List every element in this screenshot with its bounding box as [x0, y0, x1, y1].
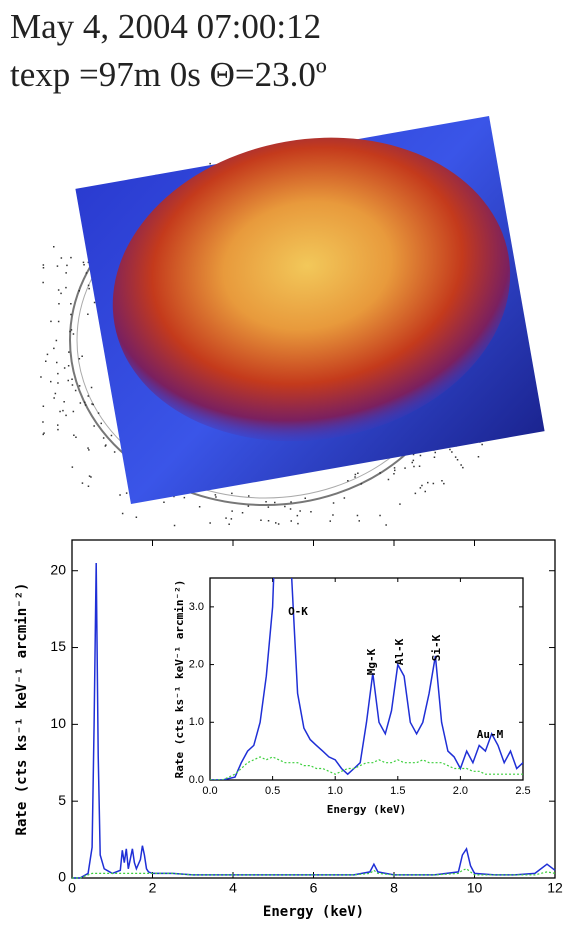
header-date: May 4, 2004 07:00:12 — [10, 7, 321, 46]
x-tick-label: 8 — [390, 880, 398, 896]
spectrum-line — [210, 578, 523, 780]
y-tick-label: 2.0 — [189, 658, 204, 670]
spectrum-line — [72, 562, 556, 879]
spectrum-line — [72, 868, 556, 879]
x-tick-label: 1.5 — [390, 785, 405, 797]
y-tick-label: 5 — [58, 792, 66, 808]
x-tick-label: 0.0 — [202, 785, 217, 797]
line-annotation: Mg-K — [365, 648, 378, 675]
hot-region — [112, 137, 511, 442]
x-tick-label: 2.5 — [515, 785, 530, 797]
y-axis-label: Rate (cts ks⁻¹ keV⁻¹ arcmin⁻²) — [14, 583, 30, 836]
spectrum-line — [210, 756, 523, 780]
x-axis-label: Energy (keV) — [263, 904, 364, 920]
y-tick-label: 1.0 — [189, 716, 204, 728]
x-tick-label: 2 — [149, 880, 157, 896]
line-annotation: Au-M — [477, 728, 504, 741]
x-tick-label: 2.0 — [453, 785, 468, 797]
y-tick-label: 0 — [58, 869, 66, 885]
x-tick-label: 4 — [229, 880, 237, 896]
plot-frame — [209, 577, 524, 781]
header-exposure: texp =97m 0s Θ=23.0º — [10, 55, 327, 94]
x-tick-label: 0.5 — [265, 785, 280, 797]
charts: 0 2 4 6 8 10 12 0 5 10 15 20 Energy (keV) Rate (cts k… — [14, 539, 563, 920]
line-annotation: Al-K — [393, 638, 406, 665]
x-tick-label: 1.0 — [328, 785, 343, 797]
inset-background — [210, 578, 523, 780]
x-tick-label: 6 — [310, 880, 318, 896]
y-tick-label: 15 — [50, 638, 66, 654]
line-annotation: Si-K — [430, 634, 443, 661]
x-axis-label: Energy (keV) — [327, 803, 406, 816]
y-tick-label: 20 — [50, 561, 66, 577]
line-annotation: O-K — [288, 605, 308, 618]
detector-image — [40, 115, 545, 527]
x-tick-label: 0 — [68, 880, 76, 896]
x-tick-label: 12 — [547, 880, 563, 896]
y-tick-label: 10 — [50, 715, 66, 731]
x-tick-label: 10 — [467, 880, 483, 896]
y-tick-label: 0.0 — [189, 774, 204, 786]
y-axis-label: Rate (cts ks⁻¹ keV⁻¹ arcmin⁻²) — [173, 580, 186, 779]
y-tick-label: 3.0 — [189, 601, 204, 613]
